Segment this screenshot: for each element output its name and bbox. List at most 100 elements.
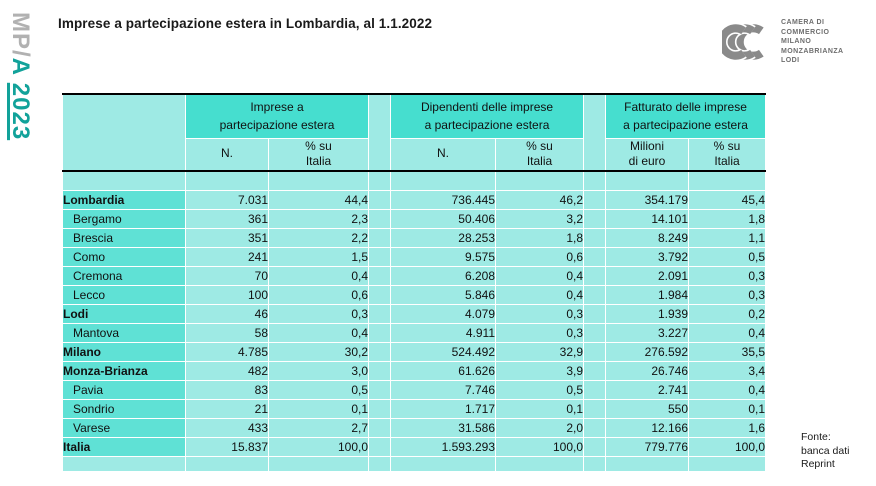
spacer-cell bbox=[368, 228, 391, 249]
cell: 0,2 bbox=[688, 304, 767, 325]
spacer-cell bbox=[583, 342, 607, 363]
cell: 7.031 bbox=[185, 190, 269, 211]
row-label: Lecco bbox=[62, 285, 186, 306]
spacer-cell bbox=[583, 209, 607, 230]
cell: 0,3 bbox=[494, 323, 585, 344]
row-label: Sondrio bbox=[62, 399, 186, 420]
spacer-cell bbox=[368, 380, 391, 401]
spacer-cell bbox=[583, 437, 607, 458]
cell: 3,4 bbox=[688, 361, 767, 382]
cell: 1.717 bbox=[390, 399, 496, 420]
report-brand-prefix: MP/ bbox=[7, 12, 34, 58]
report-brand-edition: A bbox=[7, 57, 34, 83]
spacer-cell bbox=[583, 266, 607, 287]
cell: 4.785 bbox=[185, 342, 269, 363]
table-row: Lodi 46 0,3 4.079 0,3 1.939 0,2 bbox=[62, 304, 767, 325]
table-body: Lombardia 7.031 44,4 736.445 46,2 354.179 45,4… bbox=[62, 170, 767, 473]
report-brand-year: 2023 bbox=[7, 82, 34, 141]
cell: 30,2 bbox=[268, 342, 369, 363]
spacer-cell bbox=[583, 399, 607, 420]
chamber-logo-line: CAMERA DI bbox=[781, 19, 825, 27]
row-label: Milano bbox=[62, 342, 186, 363]
chamber-logo-line: COMMERCIO bbox=[781, 28, 830, 36]
cell: 2,3 bbox=[268, 209, 369, 230]
column-subheader: N. bbox=[185, 137, 269, 172]
spacer-cell bbox=[583, 190, 607, 211]
cell: 2.091 bbox=[605, 266, 690, 287]
row-label: Como bbox=[62, 247, 186, 268]
spacer-cell bbox=[583, 228, 607, 249]
cell: 0,1 bbox=[268, 399, 369, 420]
cell: 0,3 bbox=[688, 266, 767, 287]
cell: 0,4 bbox=[494, 266, 585, 287]
triple-c-icon bbox=[722, 22, 764, 62]
cell: 1,1 bbox=[688, 228, 767, 249]
cell: 1.593.293 bbox=[390, 437, 496, 458]
cell bbox=[605, 170, 690, 192]
cell: 1.939 bbox=[605, 304, 690, 325]
cell: 524.492 bbox=[390, 342, 496, 363]
table-row: Sondrio 21 0,1 1.717 0,1 550 0,1 bbox=[62, 399, 767, 420]
cell: 3.792 bbox=[605, 247, 690, 268]
cell: 0,3 bbox=[268, 304, 369, 325]
cell: 0,3 bbox=[688, 285, 767, 306]
cell: 12.166 bbox=[605, 418, 690, 439]
cell: 7.746 bbox=[390, 380, 496, 401]
spacer-cell bbox=[583, 304, 607, 325]
spacer-cell bbox=[583, 361, 607, 382]
spacer-cell bbox=[368, 304, 391, 325]
cell bbox=[688, 456, 767, 473]
cell: 1,8 bbox=[494, 228, 585, 249]
spacer-cell bbox=[368, 399, 391, 420]
cell bbox=[605, 456, 690, 473]
cell: 100,0 bbox=[688, 437, 767, 458]
chamber-logo: CAMERA DI COMMERCIO MILANO MONZABRIANZA … bbox=[722, 16, 844, 68]
cell bbox=[390, 170, 496, 192]
cell bbox=[268, 170, 369, 192]
cell: 0,4 bbox=[688, 380, 767, 401]
spacer-cell bbox=[368, 437, 391, 458]
cell: 35,5 bbox=[688, 342, 767, 363]
cell: 736.445 bbox=[390, 190, 496, 211]
cell bbox=[688, 170, 767, 192]
cell: 46,2 bbox=[494, 190, 585, 211]
cell: 241 bbox=[185, 247, 269, 268]
cell: 32,9 bbox=[494, 342, 585, 363]
cell: 44,4 bbox=[268, 190, 369, 211]
cell: 0,6 bbox=[268, 285, 369, 306]
cell: 50.406 bbox=[390, 209, 496, 230]
spacer-cell bbox=[583, 418, 607, 439]
table-row: Lecco 100 0,6 5.846 0,4 1.984 0,3 bbox=[62, 285, 767, 306]
cell: 5.846 bbox=[390, 285, 496, 306]
cell: 3,9 bbox=[494, 361, 585, 382]
column-group-header: Dipendenti delle imprese a partecipazion… bbox=[389, 93, 585, 139]
spacer-cell bbox=[368, 323, 391, 344]
cell: 0,4 bbox=[268, 266, 369, 287]
source-line: banca dati bbox=[801, 444, 850, 457]
table-row: Como 241 1,5 9.575 0,6 3.792 0,5 bbox=[62, 247, 767, 268]
cell: 0,5 bbox=[268, 380, 369, 401]
cell: 83 bbox=[185, 380, 269, 401]
source-note: Fonte: banca dati Reprint bbox=[801, 431, 849, 472]
cell: 9.575 bbox=[390, 247, 496, 268]
cell: 46 bbox=[185, 304, 269, 325]
cell: 3,2 bbox=[494, 209, 585, 230]
column-group-header: Imprese a partecipazione estera bbox=[185, 93, 369, 139]
cell bbox=[583, 170, 607, 192]
cell: 351 bbox=[185, 228, 269, 249]
table-row: Varese 433 2,7 31.586 2,0 12.166 1,6 bbox=[62, 418, 767, 439]
cell bbox=[185, 456, 269, 473]
spacer-column bbox=[368, 93, 391, 172]
cell: 433 bbox=[185, 418, 269, 439]
cell: 70 bbox=[185, 266, 269, 287]
cell: 100,0 bbox=[268, 437, 369, 458]
cell bbox=[494, 456, 585, 473]
cell bbox=[494, 170, 585, 192]
column-group-header: Fatturato delle imprese a partecipazione… bbox=[605, 93, 767, 139]
cell: 354.179 bbox=[605, 190, 690, 211]
cell: 3.227 bbox=[605, 323, 690, 344]
chamber-logo-text: CAMERA DI COMMERCIO MILANO MONZABRIANZA … bbox=[781, 18, 844, 65]
chamber-logo-line: MONZABRIANZA bbox=[781, 47, 844, 55]
foreign-participation-table: Imprese a partecipazione estera Dipenden… bbox=[62, 93, 767, 473]
row-label: Mantova bbox=[62, 323, 186, 344]
